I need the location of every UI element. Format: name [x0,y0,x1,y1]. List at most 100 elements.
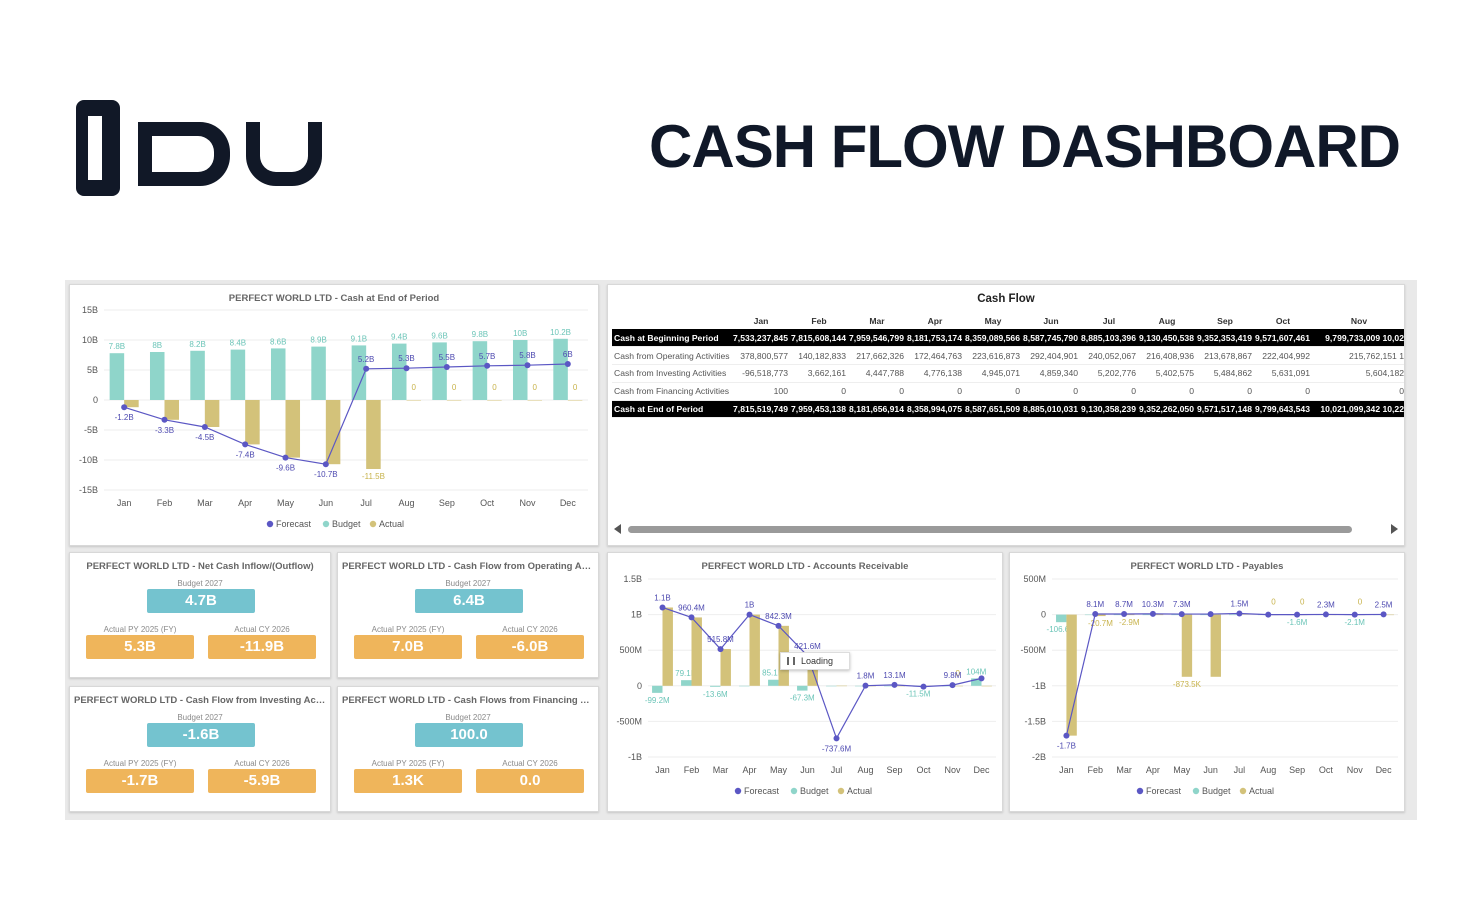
table-cell: 216,408,936 [1138,346,1196,366]
table-row[interactable]: Cash from Operating Activities 378,800,57… [612,346,1404,366]
table-row[interactable]: Cash at Beginning Period 7,533,237,845 7,8… [612,329,1404,348]
y-tick-label: 0 [93,395,98,405]
table-cell: 0 [790,382,848,401]
forecast-point [862,682,869,689]
forecast-point [1178,611,1185,618]
scroll-right-arrow-icon[interactable] [1391,524,1398,534]
legend-marker-budget [1192,787,1200,795]
table-cell: 240,052,067 [1080,346,1138,366]
y-tick-label: 500M [1023,574,1046,584]
table-cell: 0 [1080,382,1138,401]
table-cell: 0 [906,382,964,401]
forecast-point [1063,732,1070,739]
x-tick-label: Feb [1087,765,1103,775]
x-tick-label: Sep [439,498,455,508]
forecast-point [1207,611,1214,618]
header-cell-blank [612,313,732,329]
forecast-point [1351,611,1358,618]
data-label-forecast: 5.2B [358,355,374,364]
kpi-cy-label: Actual CY 2026 [502,625,558,634]
x-tick-label: Jun [800,765,815,775]
bar-actual [1124,614,1135,616]
kpi-title: PERFECT WORLD LTD - Cash Flow from Inves… [74,695,330,706]
scroll-thumb[interactable] [628,526,1352,533]
legend-marker-budget [322,520,330,528]
table-cell: 8,181,753,174 [906,329,964,348]
kpi-cy-value: 0.0 [476,769,584,793]
bar-budget [1229,614,1240,616]
x-tick-label: Jun [1203,765,1218,775]
data-label-budget: 8.6B [270,337,286,346]
bar-budget [391,343,407,400]
kpi-net-cash-card[interactable]: PERFECT WORLD LTD - Net Cash Inflow/(Out… [69,552,331,678]
data-label-actual: 0 [1358,598,1363,607]
forecast-point [978,675,985,682]
cash-end-period-card[interactable]: PERFECT WORLD LTD - Cash at End of Perio… [69,284,599,546]
y-tick-label: 5B [87,365,98,375]
x-tick-label: May [1173,765,1191,775]
table-cell: 7,815,519,749 [732,400,790,419]
x-tick-label: Jul [831,765,843,775]
kpi-investing-card[interactable]: PERFECT WORLD LTD - Cash Flow from Inves… [69,686,331,812]
forecast-point [443,364,450,370]
payables-card[interactable]: PERFECT WORLD LTD - Payables 500M 0 -500M -… [1009,552,1405,812]
forecast-point [1236,610,1243,617]
forecast-point [363,365,370,372]
x-tick-label: Nov [1347,765,1364,775]
header-cell-sep: Sep [1217,316,1233,326]
data-label-actual: 0 [533,383,538,392]
loading-icon [787,657,795,665]
table-cell: 9,130,358,239 [1080,400,1138,419]
data-label-budget: -1.6M [1287,618,1308,627]
data-label-forecast: 13.1M [883,671,906,680]
legend-marker-actual [369,520,377,528]
table-cell: 0 [1196,382,1254,401]
bar-budget [971,678,982,686]
x-tick-label: Feb [157,498,173,508]
cash-flow-table-card[interactable]: Cash Flow Jan Feb Mar Apr May Jun Jul Aug Sep Oct… [607,284,1405,546]
y-tick-label: 0 [1041,610,1046,620]
table-cell: 0 [1022,382,1080,401]
loading-text: Loading [801,656,834,666]
x-tick-label: Oct [1319,765,1334,775]
legend-label-actual: Actual [379,519,404,529]
y-tick-label: -500M [1020,645,1046,655]
accounts-receivable-card[interactable]: PERFECT WORLD LTD - Accounts Receivable … [607,552,1003,812]
x-tick-label: Dec [1376,765,1393,775]
forecast-line [662,606,982,740]
data-label-budget: -106.6M [1047,625,1077,634]
kpi-cy-label: Actual CY 2026 [234,625,290,634]
kpi-budget-label: Budget 2027 [177,713,223,722]
table-row[interactable]: Cash from Investing Activities -96,518,77… [612,364,1404,383]
data-label-forecast: -1.2B [115,413,134,422]
table-row[interactable]: Cash at End of Period 7,815,519,749 7,959,… [612,400,1404,419]
x-tick-label: Feb [684,765,700,775]
bar-budget [855,685,866,687]
data-label-actual: -20.7M [1088,619,1113,628]
kpi-py-label: Actual PY 2025 (FY) [371,625,445,634]
bar-budget [797,685,808,691]
y-tick-label: -1B [1032,681,1046,691]
kpi-cy-value: -11.9B [208,635,316,659]
table-cell: 5,604,182 [1312,364,1404,383]
data-label-budget: 9.8B [472,330,488,339]
kpi-operating-card[interactable]: PERFECT WORLD LTD - Cash Flow from Opera… [337,552,599,678]
forecast-point [1092,611,1099,618]
bar-budget [351,345,367,400]
bar-actual [952,685,963,687]
table-cell: 222,404,992 [1254,346,1312,366]
scroll-left-arrow-icon[interactable] [614,524,621,534]
row-label: Cash from Operating Activities [612,346,732,366]
forecast-point [1121,610,1128,617]
forecast-point [775,622,782,629]
legend-label-budget: Budget [1202,786,1231,796]
table-row[interactable]: Cash from Financing Activities 100 0 0 0 0 0 0 0… [612,382,1404,401]
forecast-line [123,363,568,465]
data-label-budget: -13.6M [703,690,728,699]
header-cell-nov: Nov [1350,316,1368,326]
y-tick-label: 10B [82,335,98,345]
idu-logo [76,100,322,196]
kpi-py-label: Actual PY 2025 (FY) [103,759,177,768]
horizontal-scrollbar[interactable] [612,523,1400,535]
kpi-financing-card[interactable]: PERFECT WORLD LTD - Cash Flows from Fina… [337,686,599,812]
